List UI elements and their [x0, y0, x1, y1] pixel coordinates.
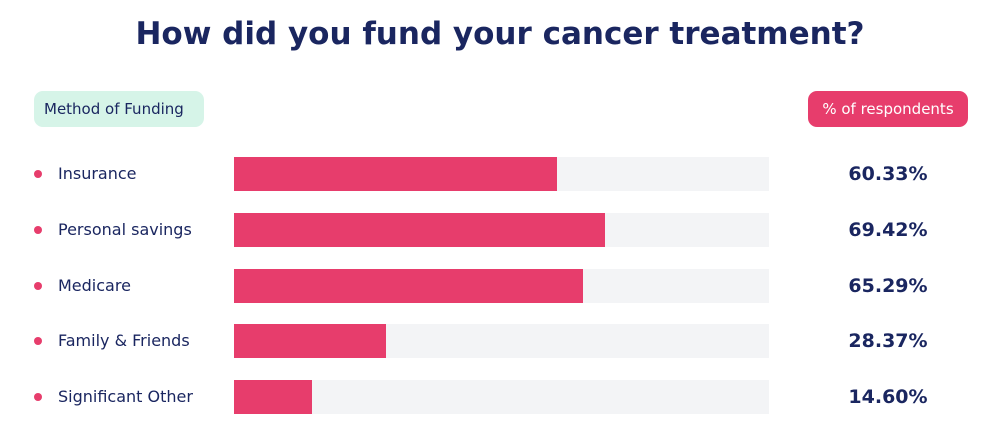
bar-row: Significant Other 14.60% [0, 380, 1000, 414]
value-header: % of respondents [808, 91, 968, 127]
chart-title: How did you fund your cancer treatment? [135, 16, 865, 52]
bar-row: Medicare 65.29% [0, 268, 1000, 303]
bar-row: Insurance 60.33% [0, 157, 1000, 191]
value-label: 60.33% [848, 163, 928, 185]
bar [234, 157, 557, 191]
bullet-dot-icon [34, 225, 42, 234]
bullet-dot-icon [34, 170, 42, 178]
bar-row: Family & Friends 28.37% [0, 324, 1000, 359]
bar-track [234, 268, 769, 303]
bar-track [234, 157, 769, 191]
category-header: Method of Funding [34, 91, 204, 127]
bullet-dot-icon [34, 337, 42, 346]
bar [234, 380, 313, 414]
category-label: Personal savings [58, 219, 192, 239]
bar-track [234, 212, 769, 247]
value-label: 65.29% [848, 274, 928, 297]
category-label: Significant Other [58, 387, 193, 406]
category-label: Medicare [58, 275, 131, 295]
value-label: 69.42% [848, 218, 928, 241]
value-label: 14.60% [848, 386, 928, 408]
category-label: Insurance [58, 164, 137, 183]
bar [234, 212, 606, 247]
bullet-dot-icon [34, 393, 42, 401]
bullet-dot-icon [34, 281, 42, 290]
bar-track [234, 324, 769, 359]
bar [234, 268, 584, 303]
category-label: Family & Friends [58, 331, 190, 351]
bar [234, 324, 386, 359]
bar-row: Personal savings 69.42% [0, 212, 1000, 247]
value-label: 28.37% [848, 330, 928, 353]
bar-track [234, 380, 769, 414]
